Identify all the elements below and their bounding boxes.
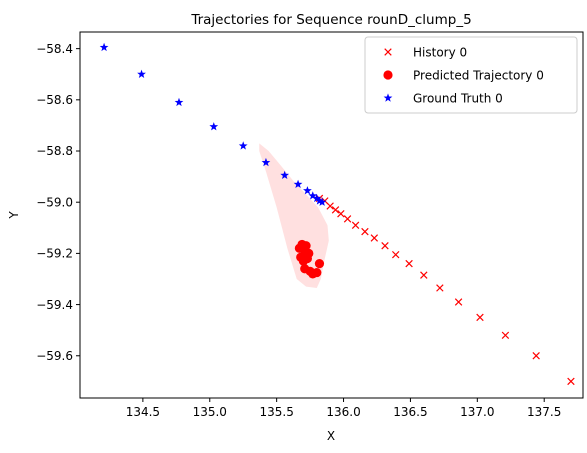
series-2-point bbox=[315, 196, 324, 205]
series-0-point bbox=[501, 331, 510, 340]
y-tick-label: −59.6 bbox=[36, 349, 73, 363]
legend-entry-1: Predicted Trajectory 0 bbox=[383, 68, 544, 82]
series-0-point bbox=[532, 352, 540, 360]
series-0-point bbox=[351, 221, 360, 229]
series-0-point bbox=[454, 298, 463, 306]
x-tick-label: 135.0 bbox=[193, 405, 227, 419]
series-0-point bbox=[361, 227, 369, 236]
series-2-point bbox=[293, 179, 303, 189]
series-2 bbox=[99, 42, 327, 206]
y-tick-label: −59.2 bbox=[36, 247, 73, 261]
series-2-point bbox=[308, 191, 318, 200]
series-0-point bbox=[405, 259, 413, 268]
plot-area-frame bbox=[79, 31, 584, 399]
x-axis-label: X bbox=[327, 429, 335, 443]
series-2-point bbox=[99, 42, 109, 52]
series-0-point bbox=[343, 215, 352, 223]
y-tick-label: −58.8 bbox=[36, 144, 73, 158]
series-2-point bbox=[317, 197, 327, 206]
series-0-point bbox=[567, 377, 575, 386]
x-tick-label: 137.5 bbox=[527, 405, 561, 419]
series-0-point bbox=[331, 206, 340, 214]
y-tick-label: −59.4 bbox=[36, 298, 73, 312]
series-0-point bbox=[420, 271, 428, 279]
legend-marker-2 bbox=[383, 93, 393, 102]
y-tick-label: −59.0 bbox=[36, 195, 73, 209]
legend-entry-2: Ground Truth 0 bbox=[383, 91, 503, 105]
y-axis-label: Y bbox=[7, 211, 21, 220]
x-tick-label: 136.0 bbox=[326, 405, 360, 419]
series-0-point bbox=[391, 250, 400, 259]
x-axis: 134.5 135.0 135.5 136.0 136.5 137.0 137.5 bbox=[126, 398, 561, 419]
y-axis: −58.4 −58.6 −58.8 −59.0 −59.2 −59.4 −59.6 bbox=[36, 42, 80, 363]
series-2-point bbox=[261, 157, 271, 167]
chart-title: Trajectories for Sequence rounD_clump_5 bbox=[190, 12, 471, 28]
legend-marker-1 bbox=[383, 70, 393, 80]
series-0-point bbox=[337, 209, 345, 218]
series-2-point bbox=[174, 97, 184, 107]
series-1-point bbox=[314, 259, 325, 269]
series-0-point bbox=[370, 234, 379, 242]
legend-box bbox=[364, 36, 578, 114]
series-0-point bbox=[436, 284, 444, 292]
legend-marker-0 bbox=[384, 48, 392, 56]
y-tick-label: −58.6 bbox=[36, 93, 73, 107]
series-2-point bbox=[280, 170, 290, 180]
legend-label-2: Ground Truth 0 bbox=[413, 91, 503, 105]
x-tick-label: 134.5 bbox=[126, 405, 160, 419]
series-2-point bbox=[303, 186, 312, 195]
series-2-point bbox=[209, 122, 219, 131]
series-0 bbox=[315, 194, 575, 386]
legend-label-1: Predicted Trajectory 0 bbox=[413, 68, 544, 82]
series-1-point bbox=[308, 269, 318, 279]
series-2-point bbox=[137, 69, 146, 78]
series-2-point bbox=[312, 193, 322, 203]
y-tick-label: −58.4 bbox=[36, 42, 73, 56]
series-0-point bbox=[381, 241, 389, 250]
series-2-point bbox=[238, 141, 248, 150]
series-0-point bbox=[476, 313, 484, 322]
x-tick-label: 135.5 bbox=[259, 405, 293, 419]
legend-label-0: History 0 bbox=[413, 45, 467, 59]
series-1 bbox=[294, 239, 325, 279]
x-tick-label: 136.5 bbox=[393, 405, 427, 419]
legend: History 0 Predicted Trajectory 0 Ground Tr… bbox=[364, 36, 578, 114]
series-layer bbox=[99, 42, 575, 386]
series-1-point bbox=[298, 256, 309, 266]
legend-entry-0: History 0 bbox=[384, 45, 467, 59]
x-tick-label: 137.0 bbox=[460, 405, 494, 419]
